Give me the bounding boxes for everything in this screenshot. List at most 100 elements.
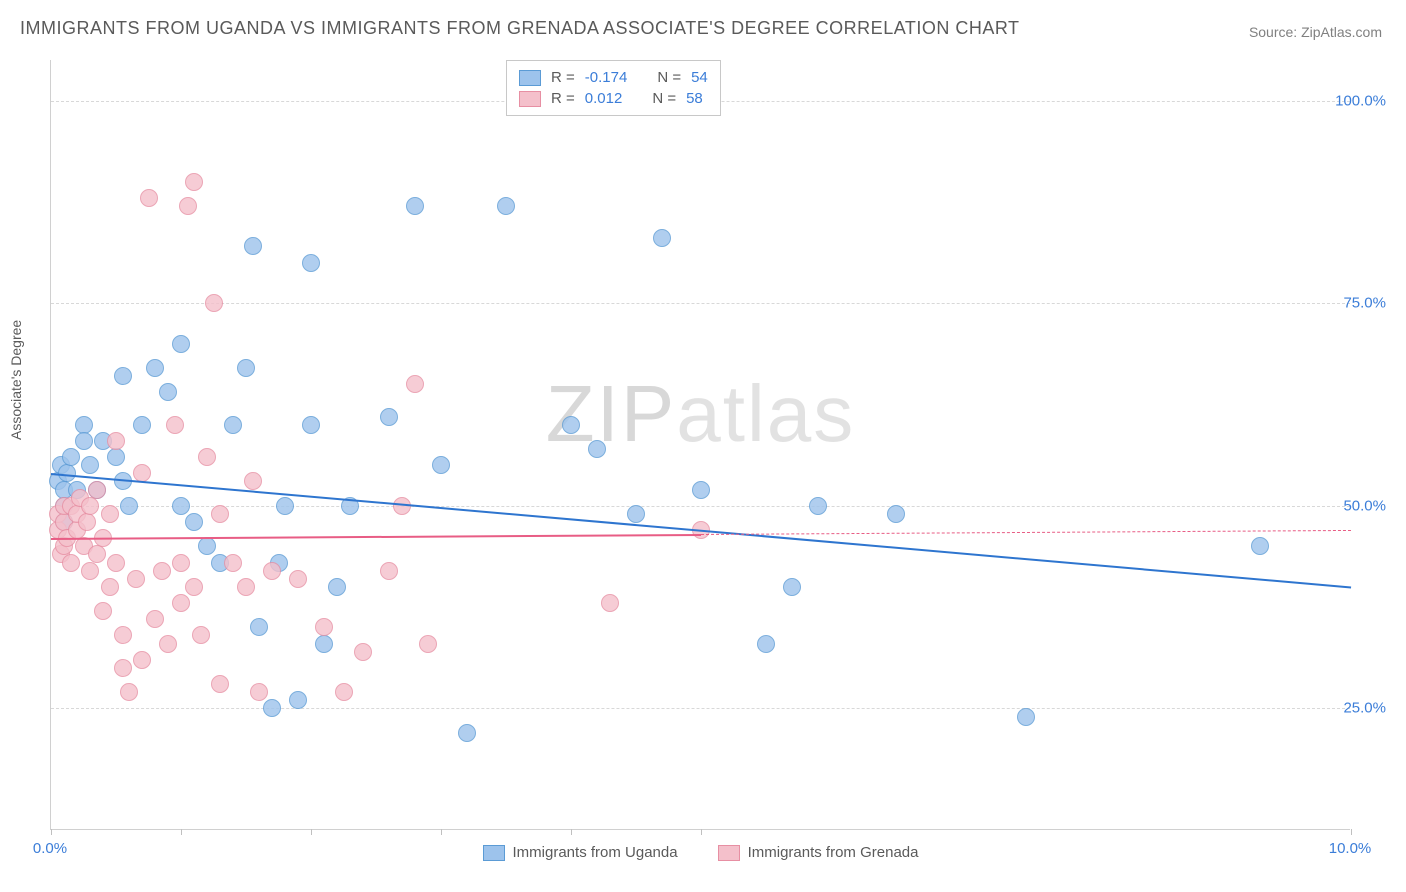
data-point bbox=[237, 578, 255, 596]
data-point bbox=[458, 724, 476, 742]
data-point bbox=[159, 383, 177, 401]
data-point bbox=[244, 237, 262, 255]
data-point bbox=[166, 416, 184, 434]
data-point bbox=[289, 691, 307, 709]
data-point bbox=[107, 554, 125, 572]
legend-n-value: 58 bbox=[686, 90, 703, 107]
data-point bbox=[250, 618, 268, 636]
x-tick bbox=[701, 829, 702, 835]
data-point bbox=[588, 440, 606, 458]
gridline bbox=[51, 506, 1350, 507]
data-point bbox=[78, 513, 96, 531]
correlation-legend: R = -0.174 N = 54 R = 0.012N = 58 bbox=[506, 60, 721, 116]
x-tick bbox=[311, 829, 312, 835]
data-point bbox=[211, 505, 229, 523]
x-tick-label: 0.0% bbox=[33, 840, 67, 857]
x-tick bbox=[51, 829, 52, 835]
legend-r-label: R = bbox=[551, 69, 575, 86]
legend-swatch bbox=[519, 91, 541, 107]
data-point bbox=[62, 554, 80, 572]
data-point bbox=[107, 448, 125, 466]
watermark-bold: ZIP bbox=[546, 369, 676, 458]
data-point bbox=[114, 367, 132, 385]
data-point bbox=[224, 554, 242, 572]
legend-r-value: -0.174 bbox=[585, 69, 628, 86]
data-point bbox=[276, 497, 294, 515]
trend-line-dashed bbox=[701, 530, 1351, 535]
y-tick-label: 75.0% bbox=[1343, 295, 1386, 312]
data-point bbox=[114, 659, 132, 677]
data-point bbox=[419, 635, 437, 653]
data-point bbox=[75, 432, 93, 450]
data-point bbox=[133, 416, 151, 434]
legend-n-label: N = bbox=[657, 69, 681, 86]
data-point bbox=[172, 335, 190, 353]
legend-row: R = 0.012N = 58 bbox=[519, 88, 708, 109]
data-point bbox=[127, 570, 145, 588]
legend-item: Immigrants from Grenada bbox=[718, 844, 919, 861]
data-point bbox=[185, 173, 203, 191]
y-axis-label: Associate's Degree bbox=[8, 320, 24, 440]
data-point bbox=[406, 375, 424, 393]
series-legend: Immigrants from Uganda Immigrants from Gr… bbox=[51, 844, 1350, 861]
data-point bbox=[172, 594, 190, 612]
data-point bbox=[159, 635, 177, 653]
chart-title: IMMIGRANTS FROM UGANDA VS IMMIGRANTS FRO… bbox=[20, 18, 1020, 39]
data-point bbox=[328, 578, 346, 596]
data-point bbox=[315, 635, 333, 653]
data-point bbox=[101, 505, 119, 523]
data-point bbox=[302, 254, 320, 272]
data-point bbox=[250, 683, 268, 701]
data-point bbox=[120, 683, 138, 701]
data-point bbox=[153, 562, 171, 580]
legend-n-value: 54 bbox=[691, 69, 708, 86]
x-tick bbox=[181, 829, 182, 835]
data-point bbox=[120, 497, 138, 515]
plot-area: ZIPatlas R = -0.174N = 54R = 0.012N = 58… bbox=[50, 60, 1350, 830]
gridline bbox=[51, 708, 1350, 709]
x-tick-label: 10.0% bbox=[1329, 840, 1372, 857]
data-point bbox=[133, 651, 151, 669]
data-point bbox=[406, 197, 424, 215]
data-point bbox=[809, 497, 827, 515]
y-tick-label: 25.0% bbox=[1343, 700, 1386, 717]
data-point bbox=[289, 570, 307, 588]
legend-r-value: 0.012 bbox=[585, 90, 623, 107]
data-point bbox=[380, 562, 398, 580]
data-point bbox=[601, 594, 619, 612]
data-point bbox=[335, 683, 353, 701]
data-point bbox=[432, 456, 450, 474]
data-point bbox=[101, 578, 119, 596]
data-point bbox=[146, 359, 164, 377]
x-tick bbox=[1351, 829, 1352, 835]
gridline bbox=[51, 303, 1350, 304]
data-point bbox=[146, 610, 164, 628]
data-point bbox=[62, 448, 80, 466]
data-point bbox=[1251, 537, 1269, 555]
legend-swatch bbox=[483, 845, 505, 861]
data-point bbox=[172, 554, 190, 572]
data-point bbox=[205, 294, 223, 312]
data-point bbox=[887, 505, 905, 523]
data-point bbox=[315, 618, 333, 636]
data-point bbox=[172, 497, 190, 515]
data-point bbox=[783, 578, 801, 596]
data-point bbox=[198, 448, 216, 466]
y-tick-label: 100.0% bbox=[1335, 92, 1386, 109]
legend-swatch bbox=[718, 845, 740, 861]
data-point bbox=[192, 626, 210, 644]
data-point bbox=[185, 513, 203, 531]
data-point bbox=[94, 602, 112, 620]
data-point bbox=[380, 408, 398, 426]
data-point bbox=[140, 189, 158, 207]
legend-label: Immigrants from Grenada bbox=[748, 844, 919, 861]
x-tick bbox=[441, 829, 442, 835]
data-point bbox=[185, 578, 203, 596]
legend-r-label: R = bbox=[551, 90, 575, 107]
trend-line bbox=[51, 534, 701, 540]
legend-row: R = -0.174 N = 54 bbox=[519, 67, 708, 88]
legend-swatch bbox=[519, 70, 541, 86]
data-point bbox=[107, 432, 125, 450]
legend-label: Immigrants from Uganda bbox=[513, 844, 678, 861]
data-point bbox=[757, 635, 775, 653]
